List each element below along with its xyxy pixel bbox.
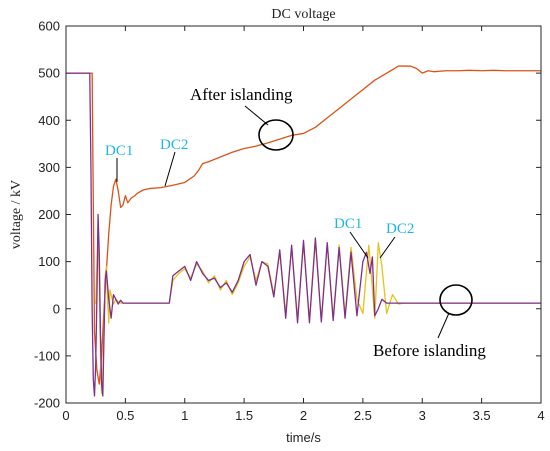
x-tick-label: 2.5 — [354, 408, 372, 423]
series-layer — [66, 65, 541, 397]
y-tick-label: 600 — [38, 19, 60, 34]
y-tick-label: 0 — [53, 301, 60, 316]
after-islanding-circle — [258, 119, 294, 151]
y-tick-label: 400 — [38, 113, 60, 128]
x-axis-label: time/s — [286, 430, 321, 445]
dc2-after-leader — [164, 151, 176, 187]
x-tick-label: 1 — [181, 408, 188, 423]
after-islanding-leader — [244, 105, 269, 126]
chart-title: DC voltage — [271, 7, 335, 22]
y-tick-label: -200 — [34, 396, 60, 411]
y-tick-label: 100 — [38, 254, 60, 269]
annotation-dc1-before: DC1 — [334, 216, 362, 232]
dc1-before-leader — [349, 231, 369, 259]
x-tick-label: 3 — [419, 408, 426, 423]
y-tick-label: -100 — [34, 348, 60, 363]
y-tick-label: 200 — [38, 207, 60, 222]
y-tick-label: 500 — [38, 66, 60, 81]
before-islanding-leader — [437, 312, 450, 339]
annotation-layer: After islanding Before islanding DC1 DC2… — [105, 85, 486, 360]
annotation-dc1-after: DC1 — [105, 143, 133, 159]
axes-frame — [65, 25, 542, 404]
annotation-dc2-after: DC2 — [160, 137, 188, 153]
y-tick-label: 300 — [38, 160, 60, 175]
orange-voltage-line — [66, 65, 541, 385]
axis-ticks: 0 0.5 1 1.5 2 2.5 3 3.5 4 -200 -100 0 100 200 300 400 50… — [34, 19, 545, 424]
annotation-after-islanding: After islanding — [190, 85, 293, 104]
x-tick-label: 2 — [300, 408, 307, 423]
annotation-before-islanding: Before islanding — [373, 341, 486, 360]
x-tick-label: 3.5 — [473, 408, 491, 423]
plot-area — [66, 26, 541, 403]
before-islanding-circle — [439, 284, 473, 316]
purple-voltage-line — [66, 72, 541, 397]
x-tick-label: 0 — [62, 408, 69, 423]
y-axis-label: voltage / kV — [9, 180, 24, 249]
x-tick-label: 0.5 — [116, 408, 134, 423]
x-tick-label: 1.5 — [235, 408, 253, 423]
annotation-dc2-before: DC2 — [386, 221, 414, 237]
dc2-before-leader — [379, 236, 396, 259]
x-tick-label: 4 — [537, 408, 544, 423]
